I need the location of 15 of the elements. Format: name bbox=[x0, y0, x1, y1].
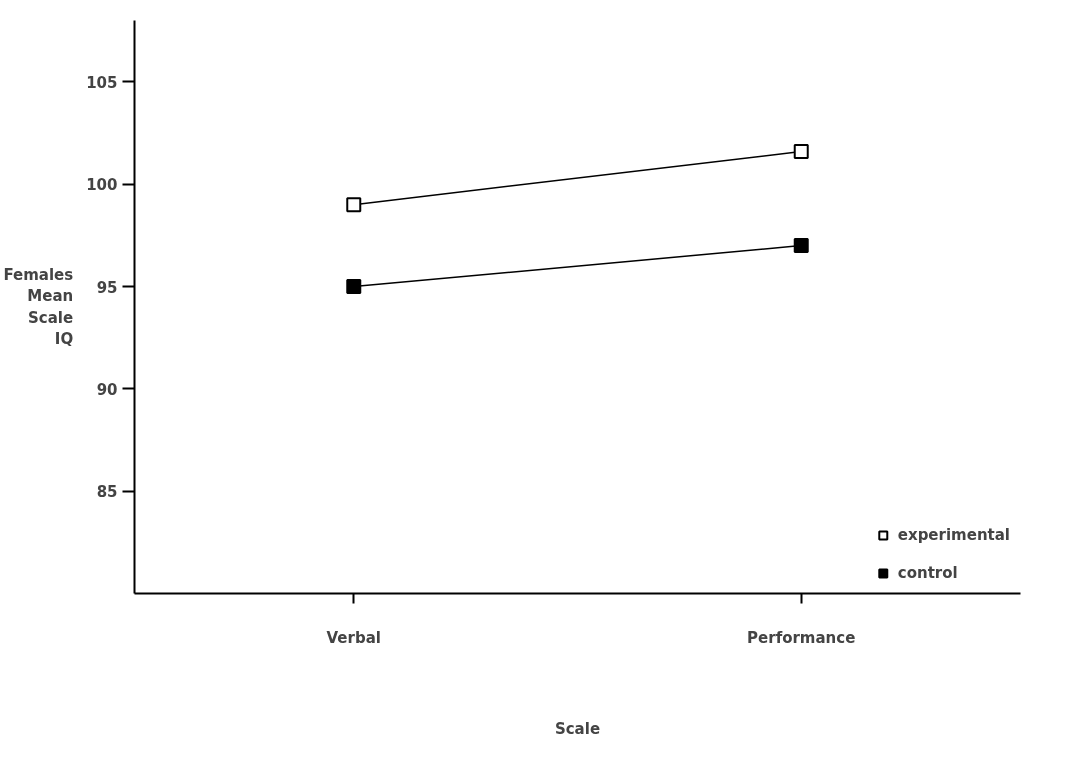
y-tick-label: 95 bbox=[96, 278, 118, 297]
y-tick-label: 100 bbox=[86, 176, 118, 195]
x-tick-label: Performance bbox=[747, 628, 856, 647]
x-tick-label: Verbal bbox=[326, 628, 381, 647]
y-axis-title: Females Mean Scale IQ bbox=[3, 265, 74, 349]
legend-label: control bbox=[897, 564, 958, 582]
y-tick-label: 85 bbox=[96, 483, 118, 502]
point bbox=[793, 238, 809, 254]
y-tick-label: 105 bbox=[86, 73, 118, 92]
legend-label: experimental bbox=[897, 526, 1010, 544]
point bbox=[346, 279, 362, 295]
point bbox=[346, 197, 362, 213]
point bbox=[793, 143, 809, 159]
x-axis-title: Scale bbox=[554, 719, 601, 738]
y-tick-label: 90 bbox=[96, 380, 118, 399]
